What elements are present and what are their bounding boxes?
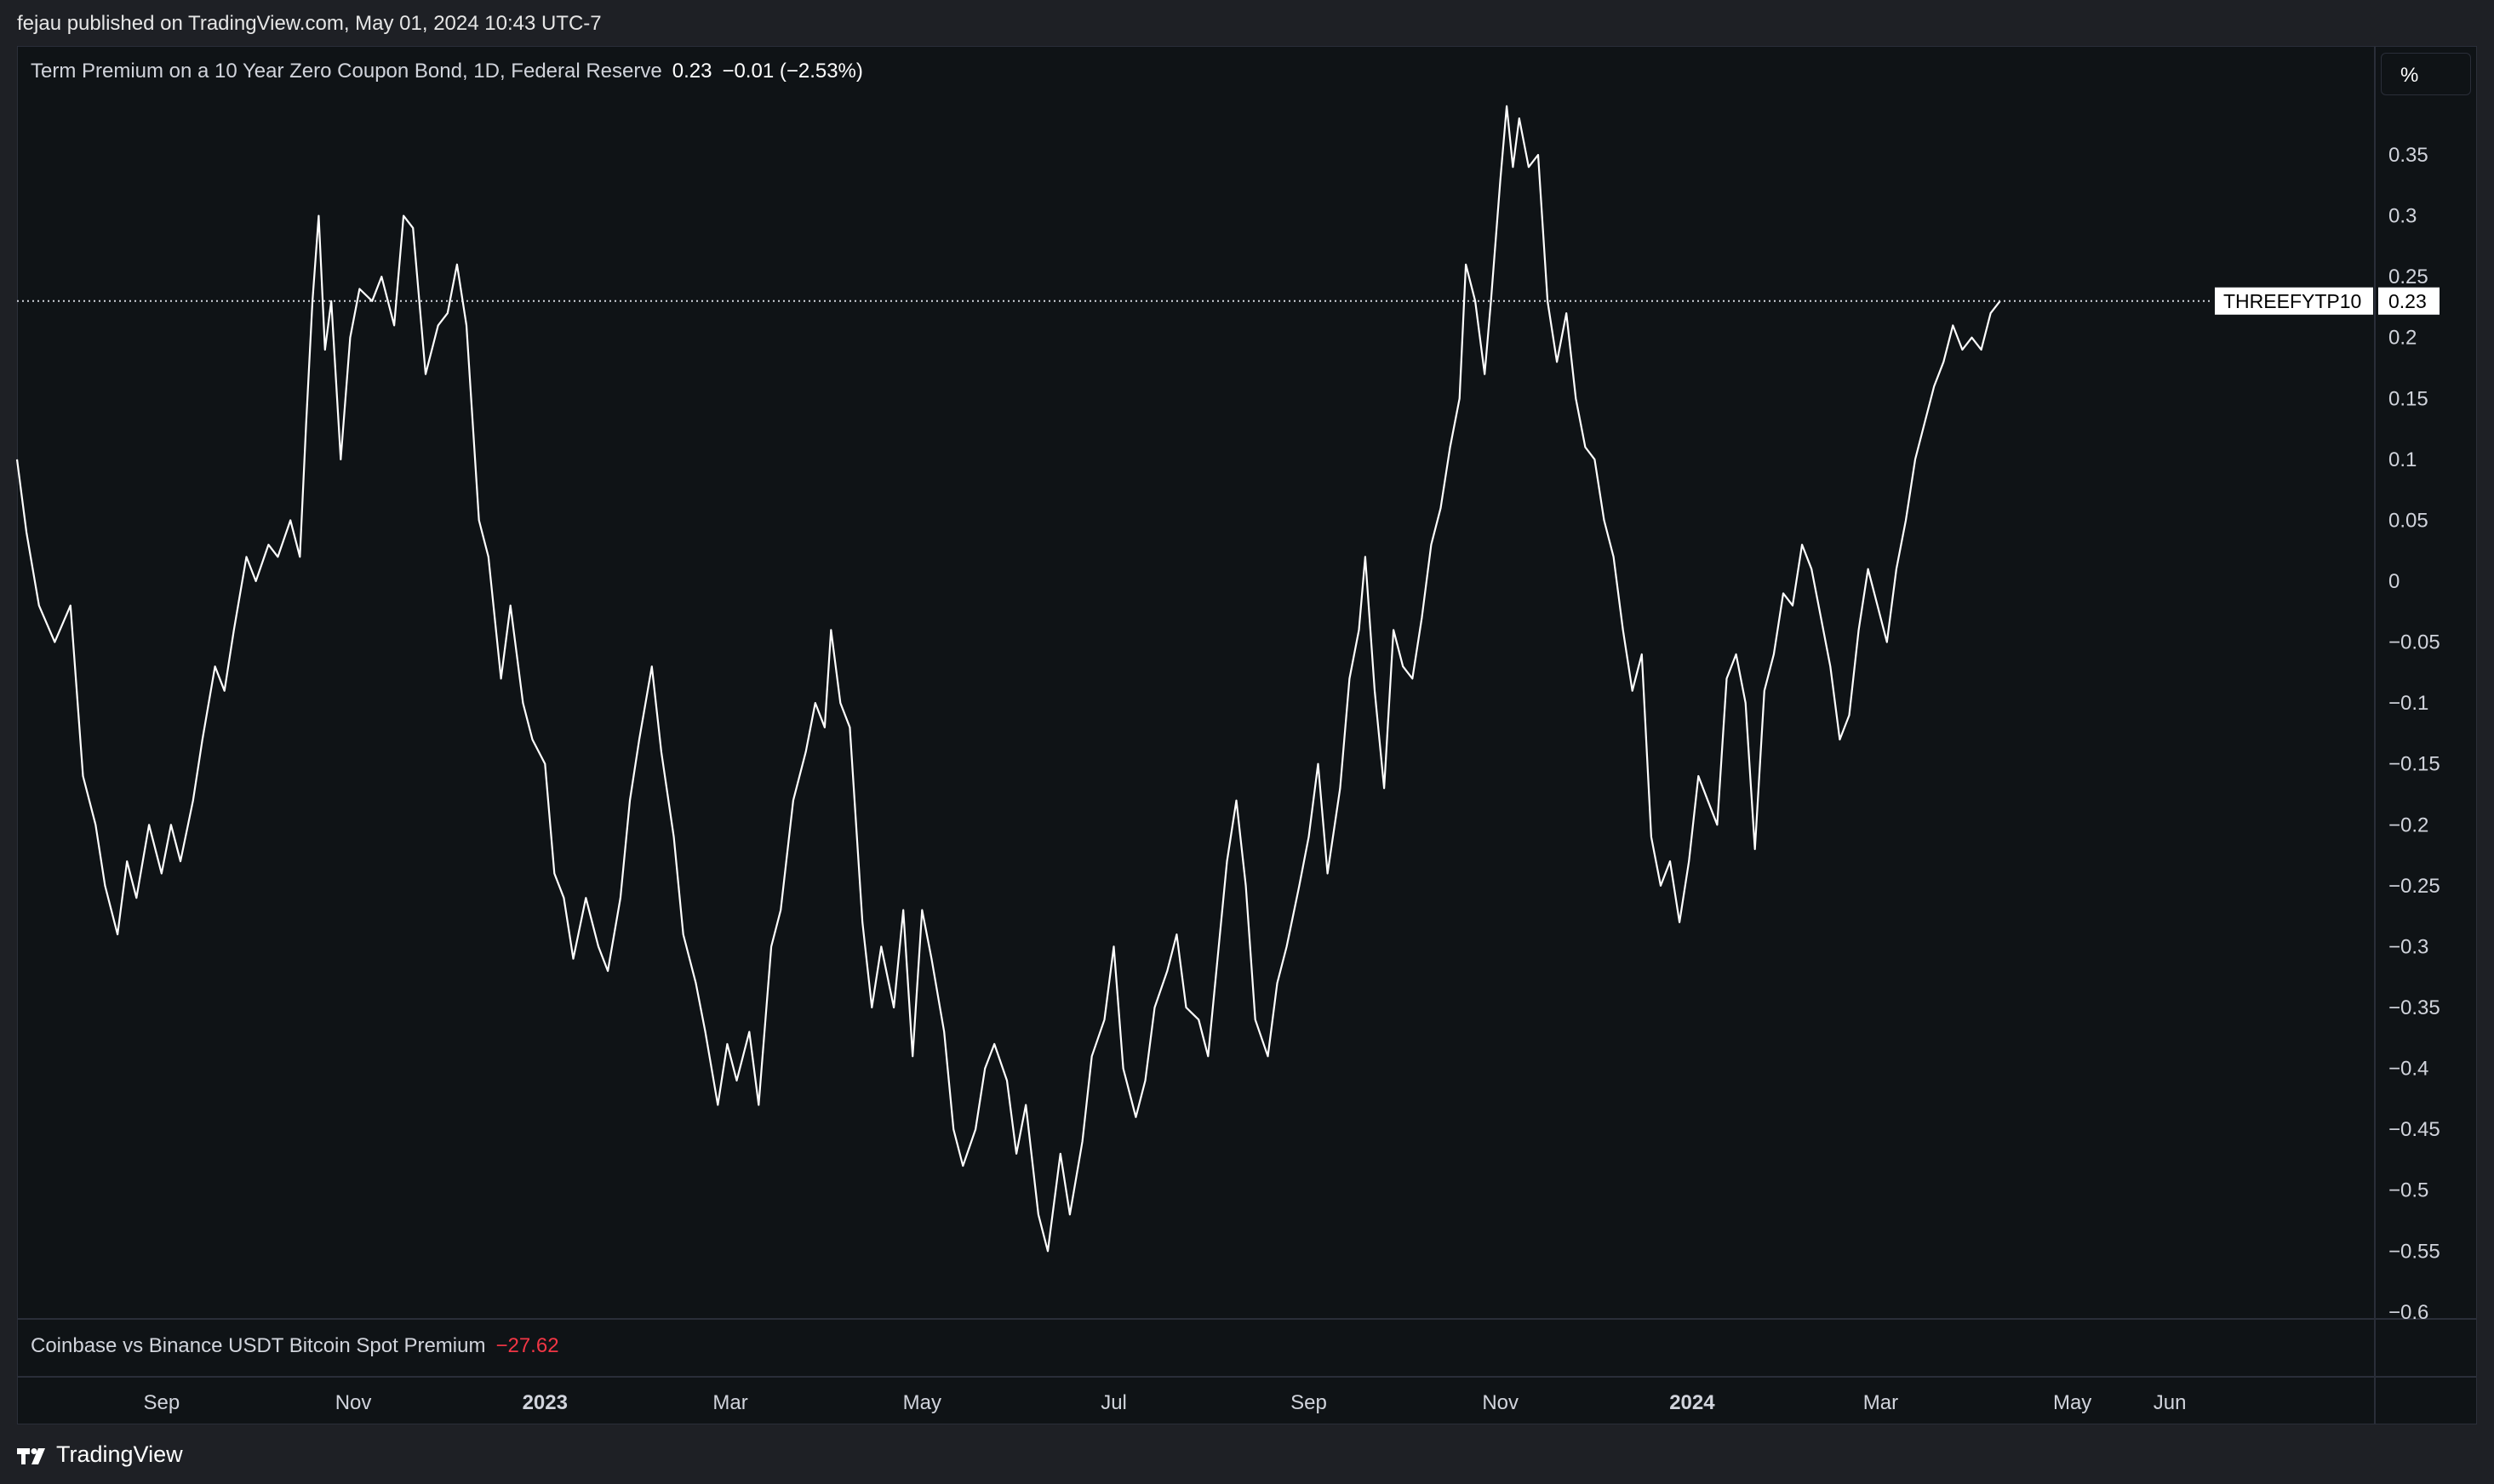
y-tick-label: −0.15 xyxy=(2388,753,2440,776)
legend2-value: −27.62 xyxy=(495,1334,559,1357)
legend-change: −0.01 (−2.53%) xyxy=(722,60,863,83)
x-tick-label: May xyxy=(903,1391,941,1414)
chart-area[interactable] xyxy=(17,46,2477,1424)
series-line xyxy=(15,105,2001,1253)
y-tick-label: −0.25 xyxy=(2388,875,2440,898)
y-tick-label: −0.2 xyxy=(2388,813,2428,836)
y-tick-label: 0.3 xyxy=(2388,205,2417,228)
legend-title: Term Premium on a 10 Year Zero Coupon Bo… xyxy=(31,60,662,83)
y-tick-label: −0.35 xyxy=(2388,996,2440,1019)
x-tick-label: May xyxy=(2053,1391,2091,1414)
y-tick-label: −0.5 xyxy=(2388,1179,2428,1202)
x-tick-label: Jun xyxy=(2154,1391,2187,1414)
y-tick-label: −0.3 xyxy=(2388,935,2428,958)
y-axis-ticks: 0.35 0.3 0.25 0.2 0.15 0.1 0.05 0 −0.05 −0.1 −0.15… xyxy=(2388,144,2440,1324)
secondary-pane-legend[interactable]: Coinbase vs Binance USDT Bitcoin Spot Pr… xyxy=(31,1334,559,1358)
y-tick-label: −0.55 xyxy=(2388,1240,2440,1263)
value-tag-bg xyxy=(2378,287,2440,315)
x-tick-label: 2023 xyxy=(523,1391,568,1414)
y-tick-label: 0.1 xyxy=(2388,448,2417,471)
symbol-tag-bg xyxy=(2215,287,2373,315)
y-tick-label: 0.05 xyxy=(2388,509,2428,532)
y-tick-label: −0.45 xyxy=(2388,1118,2440,1141)
main-series-legend[interactable]: Term Premium on a 10 Year Zero Coupon Bo… xyxy=(31,60,863,83)
legend2-title: Coinbase vs Binance USDT Bitcoin Spot Pr… xyxy=(31,1334,486,1357)
price-tag: THREEFYTP10 0.23 xyxy=(2215,287,2440,315)
x-tick-label: Sep xyxy=(1290,1391,1327,1414)
y-tick-label: −0.4 xyxy=(2388,1058,2428,1081)
y-tick-label: −0.6 xyxy=(2388,1301,2428,1324)
tradingview-logo-icon xyxy=(17,1447,45,1464)
symbol-tag-text: THREEFYTP10 xyxy=(2223,290,2361,312)
y-tick-label: −0.05 xyxy=(2388,631,2440,654)
brand[interactable]: TradingView xyxy=(17,1441,183,1468)
y-tick-label: 0 xyxy=(2388,570,2400,593)
x-tick-label: Mar xyxy=(1863,1391,1898,1414)
x-tick-label: Nov xyxy=(335,1391,372,1414)
bottom-bar xyxy=(0,1424,2494,1484)
x-tick-label: 2024 xyxy=(1669,1391,1715,1414)
top-bar: fejau published on TradingView.com, May … xyxy=(0,0,2494,46)
y-tick-label: 0.35 xyxy=(2388,144,2428,167)
value-tag-text: 0.23 xyxy=(2388,290,2427,312)
percent-scale-button[interactable]: % xyxy=(2381,53,2471,95)
y-tick-label: 0.15 xyxy=(2388,387,2428,410)
x-axis-ticks: Sep Nov 2023 Mar May Jul Sep Nov 2024 Mar May Jun xyxy=(143,1391,2186,1414)
x-tick-label: Mar xyxy=(712,1391,747,1414)
series-group xyxy=(15,105,2001,1253)
x-tick-label: Sep xyxy=(143,1391,180,1414)
y-tick-label: 0.2 xyxy=(2388,327,2417,350)
published-by-text: fejau published on TradingView.com, May … xyxy=(17,12,602,35)
legend-value: 0.23 xyxy=(672,60,712,83)
brand-name: TradingView xyxy=(56,1441,183,1467)
y-tick-label: −0.1 xyxy=(2388,692,2428,715)
x-tick-label: Nov xyxy=(1482,1391,1519,1414)
y-tick-label: 0.25 xyxy=(2388,265,2428,288)
x-tick-label: Jul xyxy=(1101,1391,1127,1414)
